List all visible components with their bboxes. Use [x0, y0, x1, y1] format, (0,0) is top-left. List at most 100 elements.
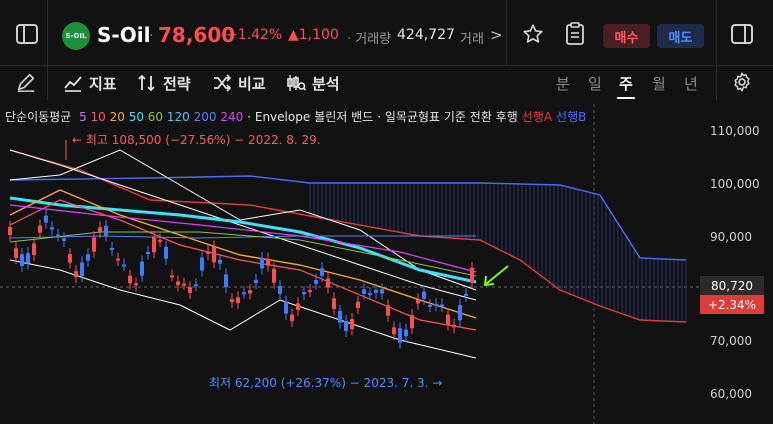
envelope-line	[9, 149, 477, 291]
period-year[interactable]: 년	[684, 75, 698, 93]
candle-body	[224, 274, 228, 288]
span-a-legend-label: 선행A	[521, 110, 553, 124]
candle-body	[164, 246, 168, 259]
strategy-button[interactable]: 전략	[137, 72, 191, 94]
y-axis-tick: 110,000	[710, 124, 760, 138]
ma-20-line	[9, 189, 477, 319]
price-chart[interactable]	[0, 100, 773, 424]
candle-body	[410, 315, 414, 329]
candle-body	[392, 327, 396, 335]
candle-body	[146, 251, 150, 254]
divider	[47, 66, 48, 100]
candle-body	[38, 225, 42, 233]
indicator-button[interactable]: 지표	[63, 72, 117, 94]
current-price-label: 80,720	[700, 276, 764, 295]
signal-arrow-shaft	[485, 265, 509, 285]
right-panel-toggle-icon[interactable]	[731, 24, 753, 44]
ichimoku-cloud	[9, 149, 687, 323]
change-amount: ▲1,100	[288, 27, 339, 43]
clipboard-icon[interactable]	[565, 22, 585, 46]
compare-button[interactable]: 비교	[212, 72, 266, 94]
candle-body	[254, 279, 258, 284]
candle-body	[368, 293, 372, 296]
volume-value: 424,727	[397, 27, 455, 43]
candle-body	[182, 283, 186, 286]
candle-body	[20, 254, 24, 266]
stock-name[interactable]: S-Oil	[97, 23, 151, 47]
candle-body	[236, 297, 240, 303]
sell-button[interactable]: 매도	[657, 24, 704, 48]
span-b-legend-label: 선행B	[556, 110, 587, 124]
span-a-line	[9, 149, 687, 323]
candle-body	[404, 329, 408, 337]
candle-body	[194, 284, 198, 287]
candle-body	[152, 236, 156, 253]
candle-body	[68, 254, 72, 263]
active-period-indicator	[617, 97, 635, 99]
candle-body	[44, 215, 48, 223]
all-time-high-annotation: ← 최고 108,500 (−27.56%) − 2022. 8. 29.	[72, 133, 321, 147]
candle-body	[320, 268, 324, 276]
candle-body	[242, 292, 246, 295]
candle-body	[362, 289, 366, 294]
period-week[interactable]: 주	[619, 75, 633, 93]
candle-body	[212, 246, 216, 263]
pen-icon[interactable]	[15, 71, 37, 93]
candle-body	[170, 275, 174, 278]
candle-body	[452, 324, 456, 328]
divider	[716, 66, 717, 100]
candle-body	[296, 303, 300, 310]
candle-body	[116, 258, 120, 261]
envelope-legend-label: · Envelope	[247, 110, 311, 124]
candle-body	[200, 257, 204, 271]
candle-body	[140, 261, 144, 276]
gear-icon[interactable]	[731, 71, 753, 93]
analysis-button[interactable]: 분석	[286, 72, 340, 94]
candle-body	[350, 319, 354, 330]
candle-body	[134, 283, 138, 286]
indicator-lines	[9, 149, 477, 359]
sidebar-toggle-icon[interactable]	[16, 24, 38, 44]
candle-body	[92, 237, 96, 252]
candle-body	[272, 268, 276, 283]
candle-body	[374, 289, 378, 293]
chart-markers	[65, 140, 509, 287]
ma-period-50: 50	[124, 110, 144, 124]
star-icon[interactable]	[522, 23, 544, 45]
chevron-right-icon[interactable]: >	[490, 26, 503, 44]
current-change-label: +2.34%	[700, 295, 764, 314]
chart-toolbar: 지표 전략 비교 분석 분 일 주 월 년	[0, 66, 773, 100]
ma-10-line	[9, 199, 477, 331]
candle-body	[158, 239, 162, 242]
candle-body	[248, 290, 252, 294]
ma-period-60: 60	[143, 110, 164, 124]
candle-body	[176, 281, 180, 286]
candle-body	[86, 254, 90, 261]
candle-body	[464, 293, 468, 296]
ma-240-line	[9, 204, 477, 273]
candle-body	[260, 257, 264, 269]
candle-body	[434, 303, 438, 306]
candle-body	[398, 328, 402, 343]
candle-body	[8, 227, 12, 235]
candle-body	[206, 251, 210, 254]
ma-200-line	[9, 235, 476, 239]
ma-period-240: 240	[216, 110, 244, 124]
span-b-line	[9, 175, 687, 261]
period-minute[interactable]: 분	[556, 75, 570, 93]
y-axis-tick: 60,000	[710, 387, 752, 401]
period-day[interactable]: 일	[588, 75, 602, 93]
buy-button[interactable]: 매수	[603, 24, 650, 48]
candle-body	[74, 271, 78, 278]
candle-body	[26, 253, 30, 264]
indicator-legend[interactable]: 단순이동평균 5 10 20 50 60 120 200 240 · Envelo…	[5, 108, 590, 125]
candle-body	[56, 234, 60, 237]
candle-body	[122, 264, 126, 267]
candle-body	[332, 298, 336, 310]
candle-body	[284, 301, 288, 314]
ma-period-10: 10	[86, 110, 106, 124]
candle-body	[80, 262, 84, 277]
period-month[interactable]: 월	[652, 75, 666, 93]
candle-body	[422, 291, 426, 299]
ma-60-line	[9, 231, 477, 277]
